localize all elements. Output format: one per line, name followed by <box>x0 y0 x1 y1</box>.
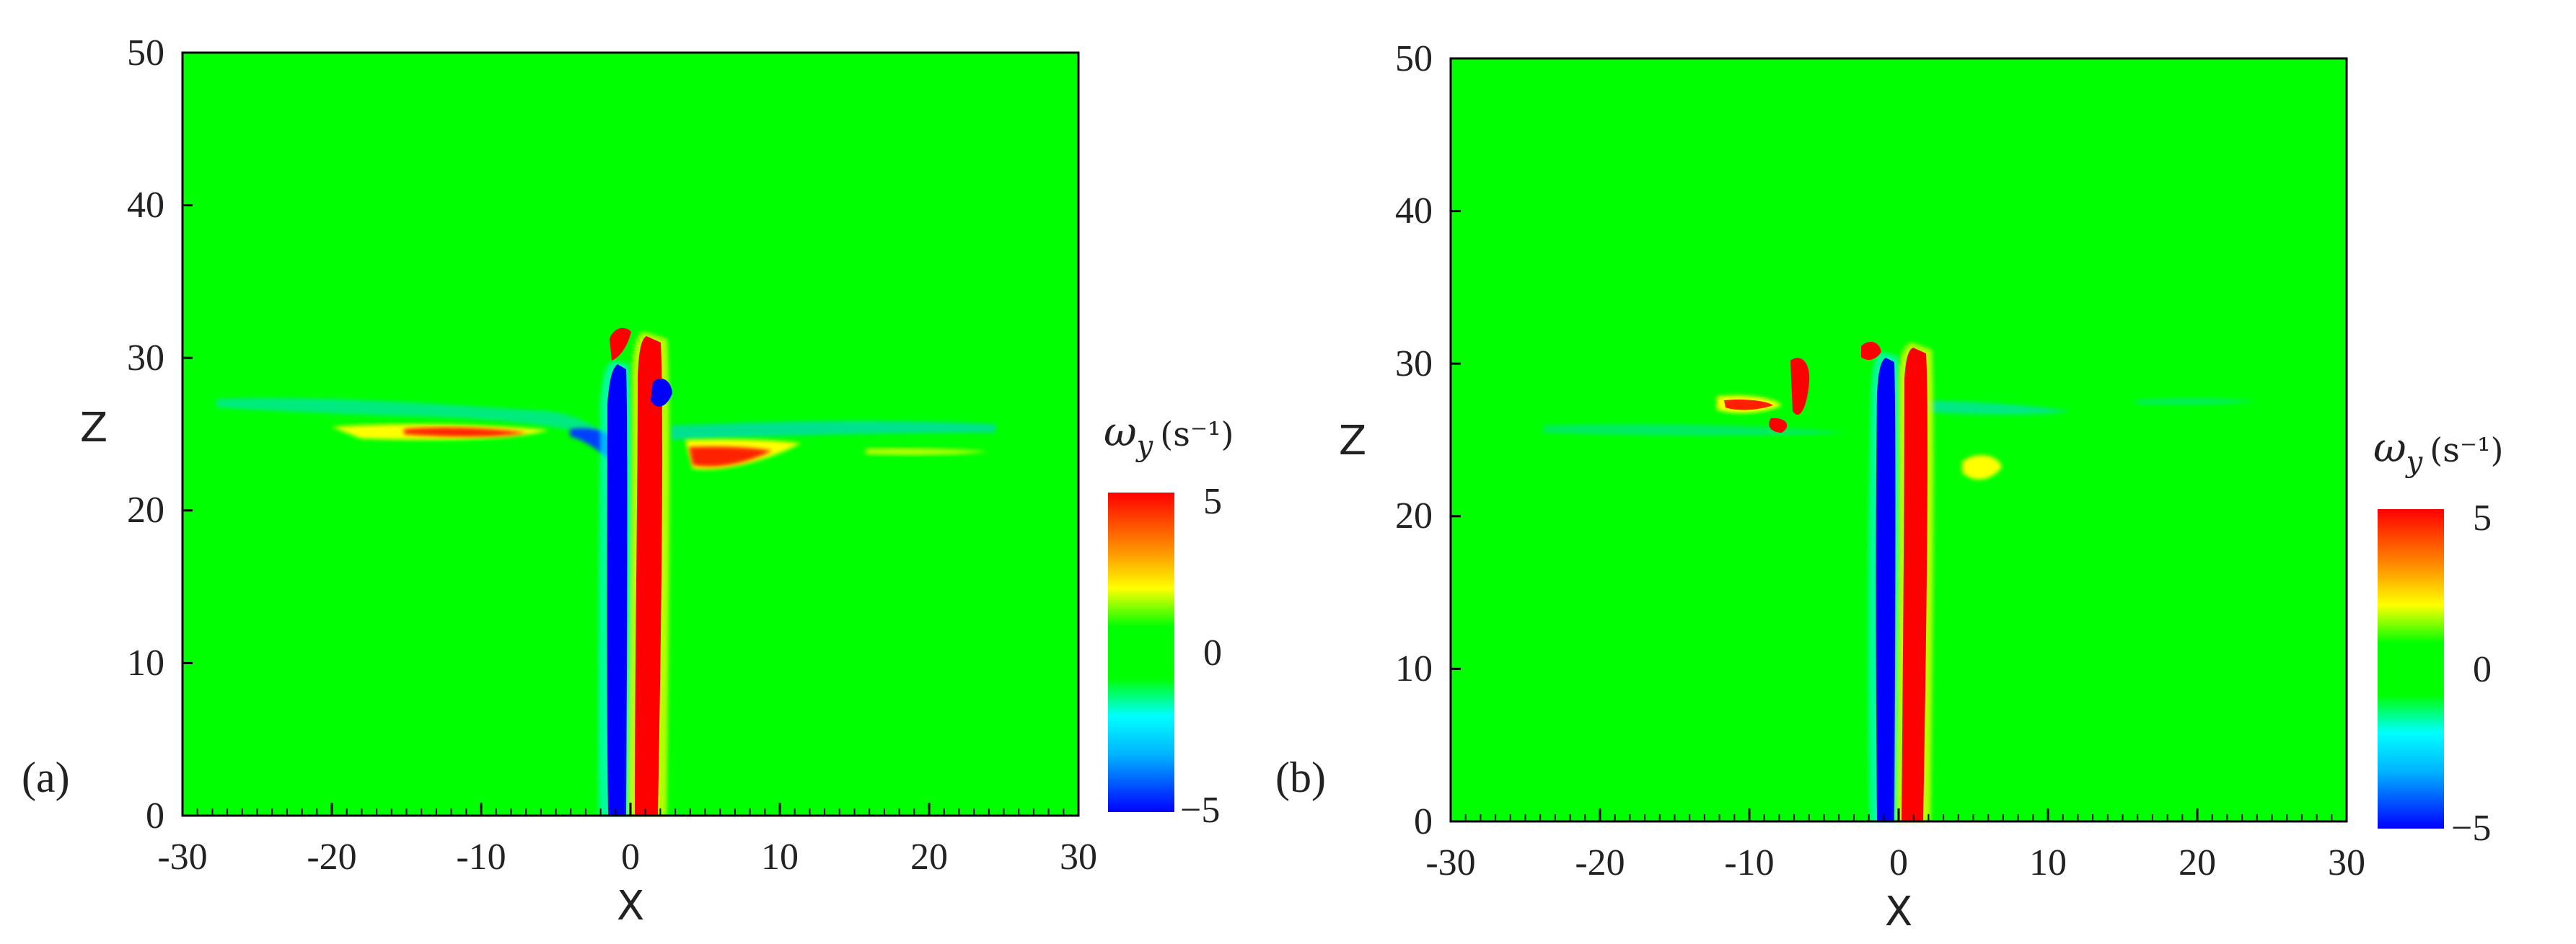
shear-layer-right-b <box>1904 400 2070 415</box>
shear-layer-cyan-a <box>216 397 606 436</box>
positive-core-a <box>635 336 663 816</box>
negative-core-b <box>1876 358 1896 821</box>
colorbar-b: ωy (s⁻¹) 5 0 −5 <box>2373 425 2504 849</box>
axis-ticks-a <box>181 51 1080 817</box>
colorbar-tick-a-2: −5 <box>1180 790 1220 831</box>
panel-b: -30 -20 -10 0 10 20 30 0 10 20 30 40 50 … <box>1275 38 2504 935</box>
shear-layer-red-b <box>1724 399 1773 410</box>
colorbar-tick-a-1: 0 <box>1203 632 1222 674</box>
xtick-a-6: 30 <box>1060 837 1097 878</box>
field-structures-b <box>1544 341 2258 821</box>
xtick-b-0: -30 <box>1425 842 1475 883</box>
y-axis-title-b: Z <box>1339 418 1366 464</box>
colorbar-gradient-b <box>2378 509 2444 829</box>
top-eddy-blue-a <box>651 379 672 407</box>
ytick-b-2: 20 <box>1395 495 1433 537</box>
shear-layer-far-right-b <box>2135 398 2258 405</box>
xtick-b-6: 30 <box>2328 842 2365 883</box>
xtick-b-1: -20 <box>1575 842 1625 883</box>
panel-label-a: (a) <box>22 754 70 801</box>
xtick-a-2: -10 <box>456 837 506 878</box>
xtick-a-4: 10 <box>761 837 799 878</box>
axis-ticks-b <box>1449 57 2348 823</box>
field-structures-a <box>216 327 995 816</box>
ytick-a-4: 40 <box>127 185 164 226</box>
xtick-b-5: 20 <box>2179 842 2216 883</box>
shear-layer-right-a <box>671 420 995 440</box>
colorbar-tick-a-0: 5 <box>1203 481 1222 522</box>
colorbar-title-a: ωy (s⁻¹) <box>1104 409 1234 463</box>
shear-layer-red-a <box>404 427 527 437</box>
top-eddy-a <box>610 327 631 361</box>
ytick-a-3: 30 <box>127 338 164 379</box>
ytick-a-2: 20 <box>127 490 164 531</box>
ytick-b-1: 10 <box>1395 648 1433 689</box>
y-axis-title-a: Z <box>80 405 107 451</box>
ytick-b-5: 50 <box>1395 38 1433 79</box>
xtick-b-2: -10 <box>1724 842 1774 883</box>
panel-a: -30 -20 -10 0 10 20 30 0 10 20 30 40 50 … <box>22 32 1234 930</box>
ytick-a-1: 10 <box>127 643 164 684</box>
xtick-b-3: 0 <box>1889 842 1908 883</box>
eddy-yellow-b <box>1962 455 2002 480</box>
eddy-red2-b <box>1769 418 1788 433</box>
colorbar-a: ωy (s⁻¹) 5 0 −5 <box>1104 409 1234 831</box>
ytick-a-5: 50 <box>127 32 164 74</box>
panel-label-b: (b) <box>1275 754 1326 801</box>
ytick-b-4: 40 <box>1395 190 1433 231</box>
eddy-red-b <box>1790 358 1810 415</box>
xtick-a-1: -20 <box>307 837 356 878</box>
shear-layer-far-right-a <box>866 448 988 456</box>
positive-core-b <box>1902 348 1928 821</box>
x-axis-title-a: X <box>617 883 644 930</box>
xtick-b-4: 10 <box>2029 842 2067 883</box>
shear-layer-cyan-b <box>1544 424 1847 436</box>
top-eddy-b <box>1861 341 1881 361</box>
negative-core-a <box>607 364 628 816</box>
x-axis-title-b: X <box>1885 888 1912 935</box>
xtick-a-3: 0 <box>621 837 640 878</box>
colorbar-tick-b-0: 5 <box>2473 498 2492 539</box>
shear-layer-right-red-a <box>689 446 772 467</box>
ytick-b-0: 0 <box>1414 801 1433 842</box>
xtick-a-5: 20 <box>910 837 948 878</box>
colorbar-title-b: ωy (s⁻¹) <box>2373 425 2504 479</box>
colorbar-tick-b-1: 0 <box>2473 649 2492 690</box>
ytick-a-0: 0 <box>146 795 164 837</box>
colorbar-tick-b-2: −5 <box>2451 808 2491 849</box>
ytick-b-3: 30 <box>1395 343 1433 384</box>
xtick-a-0: -30 <box>157 837 207 878</box>
colorbar-gradient-a <box>1108 493 1174 812</box>
